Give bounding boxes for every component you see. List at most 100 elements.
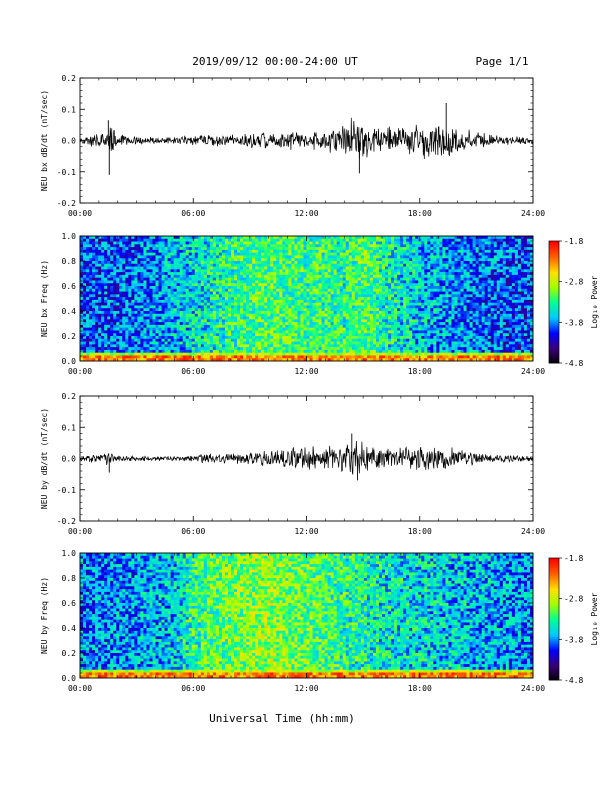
spectrogram-cell <box>182 322 187 326</box>
spectrogram-cell <box>149 236 153 240</box>
spectrogram-cell <box>345 302 350 306</box>
spectrogram-cell <box>270 313 274 317</box>
spectrogram-cell <box>155 263 159 267</box>
spectrogram-cell <box>330 286 335 290</box>
spectrogram-cell <box>243 247 247 251</box>
spectrogram-cell <box>122 258 126 262</box>
spectrogram-cell <box>282 247 286 251</box>
spectrogram-cell <box>116 247 120 251</box>
spectrogram-cell <box>366 327 371 331</box>
spectrogram-cell <box>218 249 223 254</box>
spectrogram-cell <box>86 286 90 290</box>
spectrogram-cell <box>80 274 84 279</box>
spectrogram-cell <box>234 305 238 309</box>
spectrogram-cell <box>388 327 392 331</box>
spectrogram-cell <box>303 336 307 340</box>
spectrogram-cell <box>107 288 111 292</box>
spectrogram-cell <box>110 324 114 329</box>
spectrogram-cell <box>291 322 295 326</box>
spectrogram-cell <box>240 302 244 306</box>
spectrogram-cell <box>360 283 365 287</box>
spectrogram-cell <box>80 241 84 245</box>
spectrogram-cell <box>107 261 111 265</box>
spectrogram-cell <box>234 294 238 298</box>
spectrogram-cell <box>128 336 132 340</box>
spectrogram-cell <box>215 252 220 256</box>
spectrogram-cell <box>351 338 356 342</box>
spectrogram-cell <box>261 338 265 342</box>
spectrogram-cell <box>170 347 174 351</box>
spectrogram-cell <box>264 330 268 334</box>
spectrogram-cell <box>86 313 90 317</box>
spectrogram-cell <box>194 272 199 276</box>
spectrogram-cell <box>167 277 171 281</box>
spectrogram-cell <box>122 324 126 329</box>
spectrogram-cell <box>354 266 359 270</box>
spectrogram-cell <box>348 313 353 317</box>
spectrogram-cell <box>86 299 90 304</box>
spectrogram-cell <box>185 249 190 254</box>
spectrogram-cell <box>336 330 341 334</box>
spectrogram-cell <box>152 355 156 359</box>
spectrogram-cell <box>209 338 214 342</box>
spectrogram-cell <box>188 277 193 281</box>
spectrogram-cell <box>249 358 253 362</box>
spectrogram-cell <box>282 341 286 345</box>
spectrogram-cell <box>327 258 332 262</box>
spectrogram-cell <box>176 327 181 331</box>
spectrogram-cell <box>215 319 220 323</box>
spectrogram-cell <box>375 338 380 342</box>
spectrogram-cell <box>149 344 153 348</box>
spectrogram-cell <box>288 336 292 340</box>
spectrogram-cell <box>336 324 341 329</box>
spectrogram-cell <box>264 341 268 345</box>
spectrogram-cell <box>306 266 310 270</box>
spectrogram-cell <box>155 349 159 354</box>
spectrogram-cell <box>95 355 99 359</box>
spectrogram-cell <box>276 286 280 290</box>
spectrogram-cell <box>158 244 162 248</box>
spectrogram-cell <box>345 236 350 240</box>
spectrogram-cell <box>237 272 241 276</box>
spectrogram-cell <box>149 277 153 281</box>
spectrogram-cell <box>267 341 271 345</box>
spectrogram-cell <box>303 277 307 281</box>
spectrogram-cell <box>80 299 84 304</box>
spectrogram-cell <box>285 319 289 323</box>
spectrogram-cell <box>122 322 126 326</box>
spectrogram-cell <box>348 349 353 354</box>
spectrogram-cell <box>297 327 301 331</box>
spectrogram-cell <box>369 247 374 251</box>
spectrogram-cell <box>324 336 328 340</box>
spectrogram-cell <box>110 316 114 320</box>
spectrogram-cell <box>95 255 99 259</box>
spectrogram-cell <box>385 338 389 342</box>
spectrogram-cell <box>86 277 90 281</box>
spectrogram-cell <box>188 241 193 245</box>
spectrogram-cell <box>215 272 220 276</box>
spectrogram-cell <box>155 266 159 270</box>
spectrogram-cell <box>288 252 292 256</box>
spectrogram-cell <box>354 280 359 284</box>
spectrogram-cell <box>164 313 168 317</box>
spectrogram-cell <box>375 308 380 312</box>
spectrogram-cell <box>170 302 174 306</box>
spectrogram-cell <box>113 352 117 356</box>
spectrogram-cell <box>360 255 365 259</box>
spectrogram-cell <box>104 297 108 301</box>
spectrogram-cell <box>128 333 132 337</box>
spectrogram-cell <box>276 263 280 267</box>
spectrogram-cell <box>231 311 235 315</box>
spectrogram-cell <box>351 258 356 262</box>
spectrogram-cell <box>188 297 193 301</box>
spectrogram-cell <box>101 352 105 356</box>
spectrogram-cell <box>255 249 259 254</box>
spectrogram-cell <box>360 333 365 337</box>
spectrogram-cell <box>330 236 335 240</box>
spectrogram-cell <box>385 266 389 270</box>
spectrogram-cell <box>318 308 322 312</box>
spectrogram-cell <box>345 316 350 320</box>
spectrogram-cell <box>212 347 217 351</box>
spectrogram-cell <box>403 280 407 284</box>
spectrogram-cell <box>345 319 350 323</box>
